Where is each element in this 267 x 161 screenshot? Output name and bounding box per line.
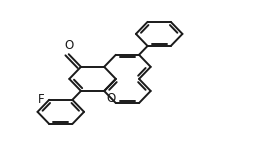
Text: O: O xyxy=(65,39,74,52)
Text: F: F xyxy=(38,93,44,105)
Text: O: O xyxy=(106,92,116,105)
